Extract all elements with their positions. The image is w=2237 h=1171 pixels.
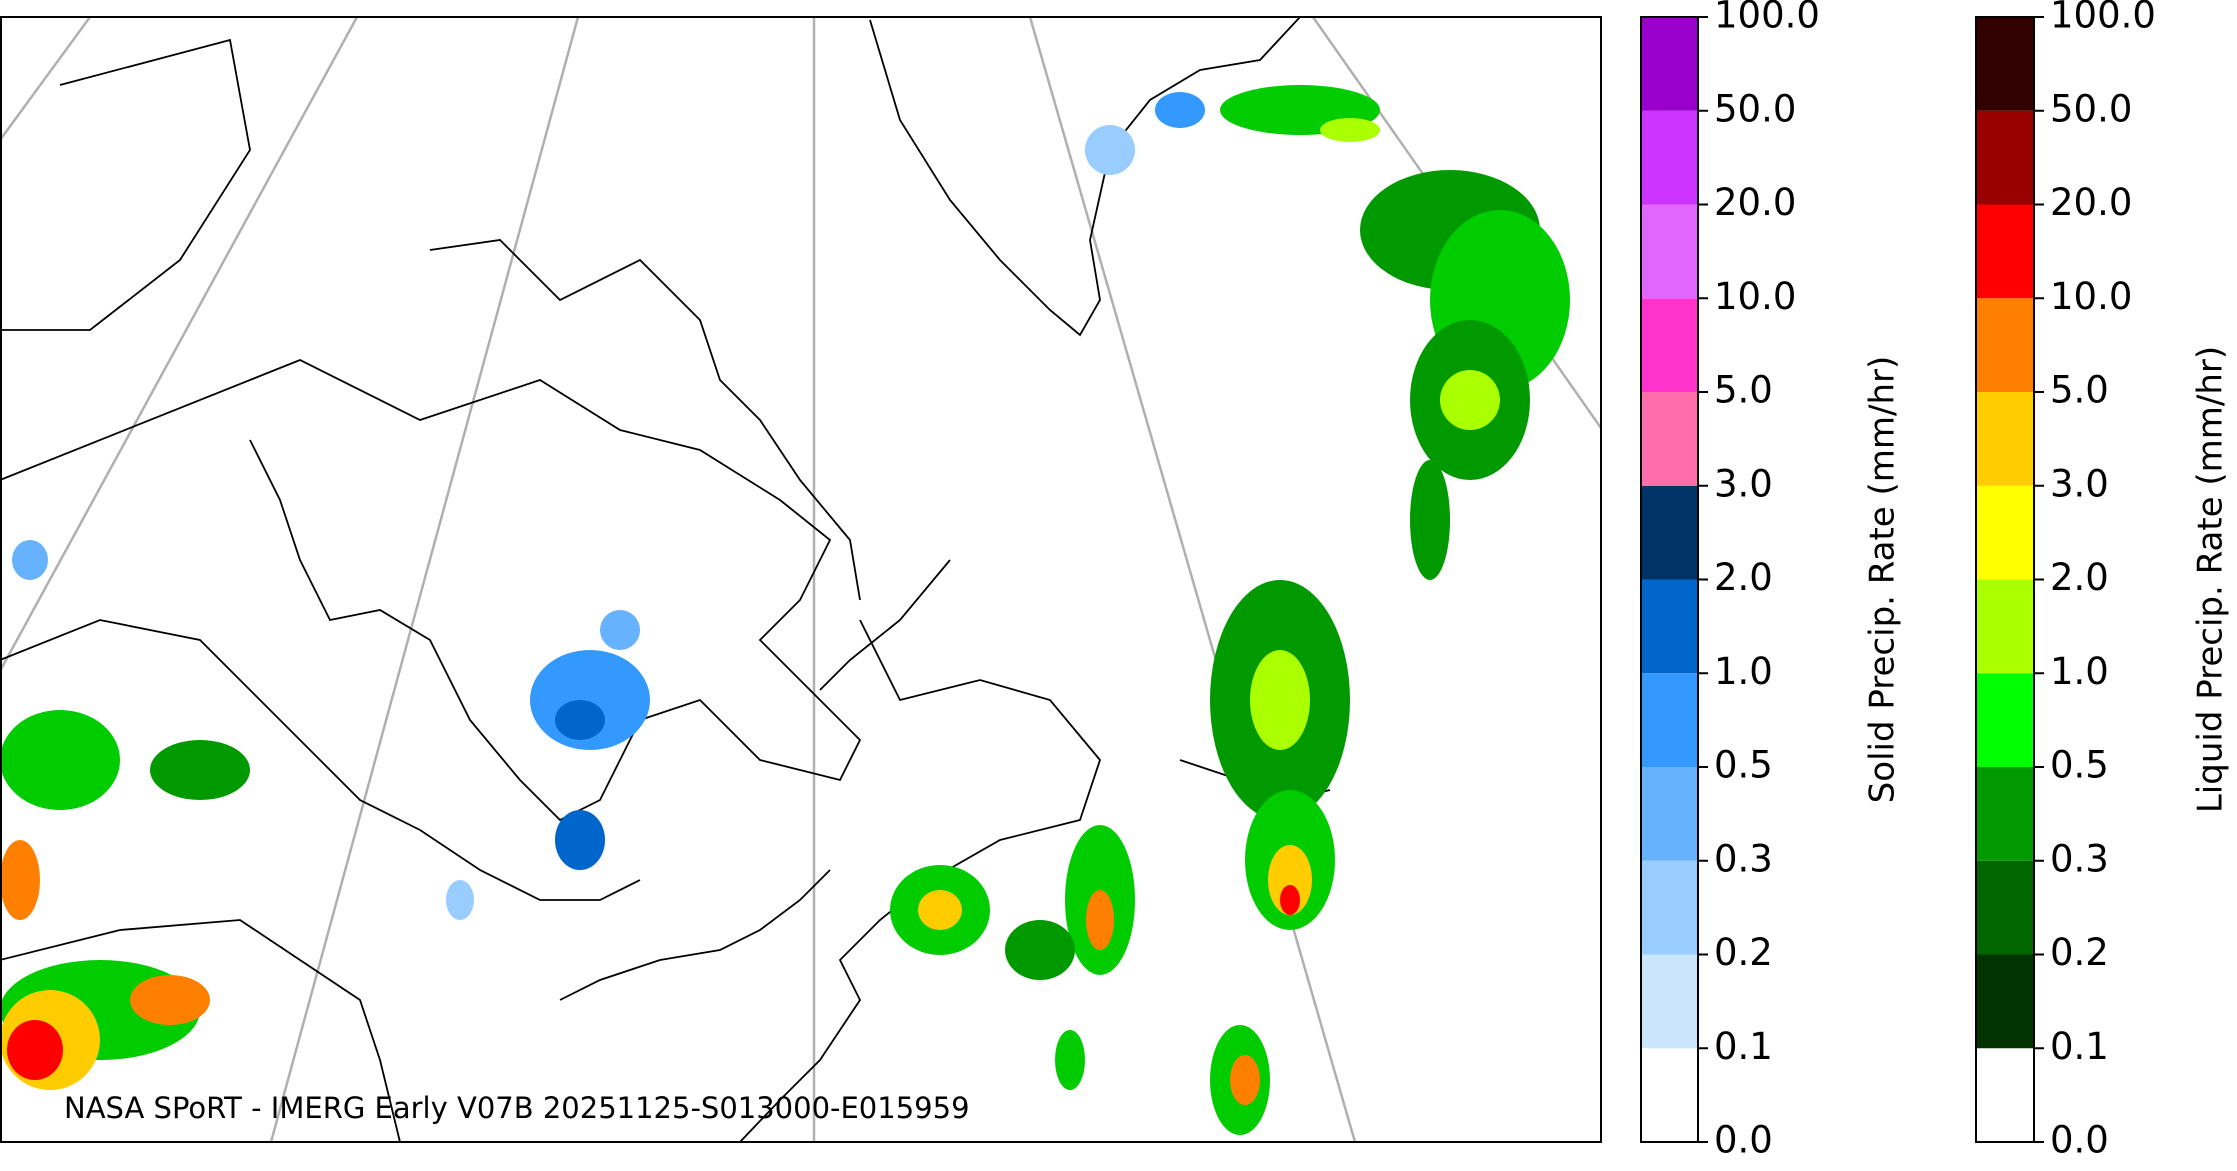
colorbar-tick-label: 5.0 [2050,369,2109,412]
colorbar-segment [1641,767,1698,861]
colorbar-segment [1641,204,1698,299]
colorbar-tick-label: 0.0 [2050,1119,2109,1162]
colorbar-tick-label: 0.3 [2050,837,2109,880]
colorbar-segment [1641,298,1698,392]
colorbar-tick-label: 3.0 [1714,462,1773,505]
colorbar-tick-label: 0.2 [1714,931,1773,974]
colorbar-segment [1976,579,2034,674]
graticule [1,17,1601,1142]
colorbar-segment [1976,954,2034,1049]
colorbar-segment [1976,673,2034,767]
colorbar-tick-label: 5.0 [1714,369,1773,412]
precipitation [1,85,1570,1135]
colorbar-tick-label: 20.0 [1714,181,1796,224]
colorbar-segment [1976,17,2034,111]
colorbar-tick-label: 20.0 [2050,181,2132,224]
colorbar-segment [1641,860,1698,955]
colorbar-segment [1976,110,2034,205]
colorbar-segment [1641,954,1698,1049]
colorbar-segment [1641,579,1698,674]
colorbar-tick-label: 2.0 [1714,556,1773,599]
colorbar-tick-label: 0.1 [1714,1025,1773,1068]
colorbar-segment [1976,485,2034,580]
colorbar-segment [1641,110,1698,205]
colorbar-tick-label: 0.0 [1714,1119,1773,1162]
colorbar-segment [1641,1048,1698,1142]
colorbar-tick-label: 0.5 [2050,744,2109,787]
colorbar-segment [1976,1048,2034,1142]
colorbar-label: Solid Precip. Rate (mm/hr) [1863,356,1903,804]
colorbar-tick-label: 100.0 [1714,0,1820,37]
colorbar-segment [1641,485,1698,580]
colorbar-tick-label: 0.2 [2050,931,2109,974]
map [1,17,1601,1142]
colorbar-tick-label: 3.0 [2050,462,2109,505]
colorbar-tick-label: 50.0 [2050,87,2132,130]
colorbar-segment [1976,392,2034,486]
map-frame [0,16,1602,1143]
colorbar-label: Liquid Precip. Rate (mm/hr) [2191,346,2231,813]
colorbar-tick-label: 0.5 [1714,744,1773,787]
colorbar-tick-label: 1.0 [1714,650,1773,693]
colorbar-segment [1976,767,2034,861]
colorbar-tick-label: 0.3 [1714,837,1773,880]
colorbar-tick-label: 50.0 [1714,87,1796,130]
colorbar-tick-label: 0.1 [2050,1025,2109,1068]
colorbar-segment [1641,673,1698,767]
colorbar-segment [1641,392,1698,486]
colorbar-segment [1976,860,2034,955]
colorbar-segment [1976,298,2034,392]
colorbar-segment [1641,17,1698,111]
colorbar-segment [1976,204,2034,299]
caption: NASA SPoRT - IMERG Early V07B 20251125-S… [64,1091,970,1125]
colorbar-tick-label: 2.0 [2050,556,2109,599]
colorbar-tick-label: 1.0 [2050,650,2109,693]
coastlines [1,17,1331,1142]
colorbar-tick-label: 10.0 [1714,275,1796,318]
colorbar-tick-label: 10.0 [2050,275,2132,318]
colorbar-tick-label: 100.0 [2050,0,2156,37]
